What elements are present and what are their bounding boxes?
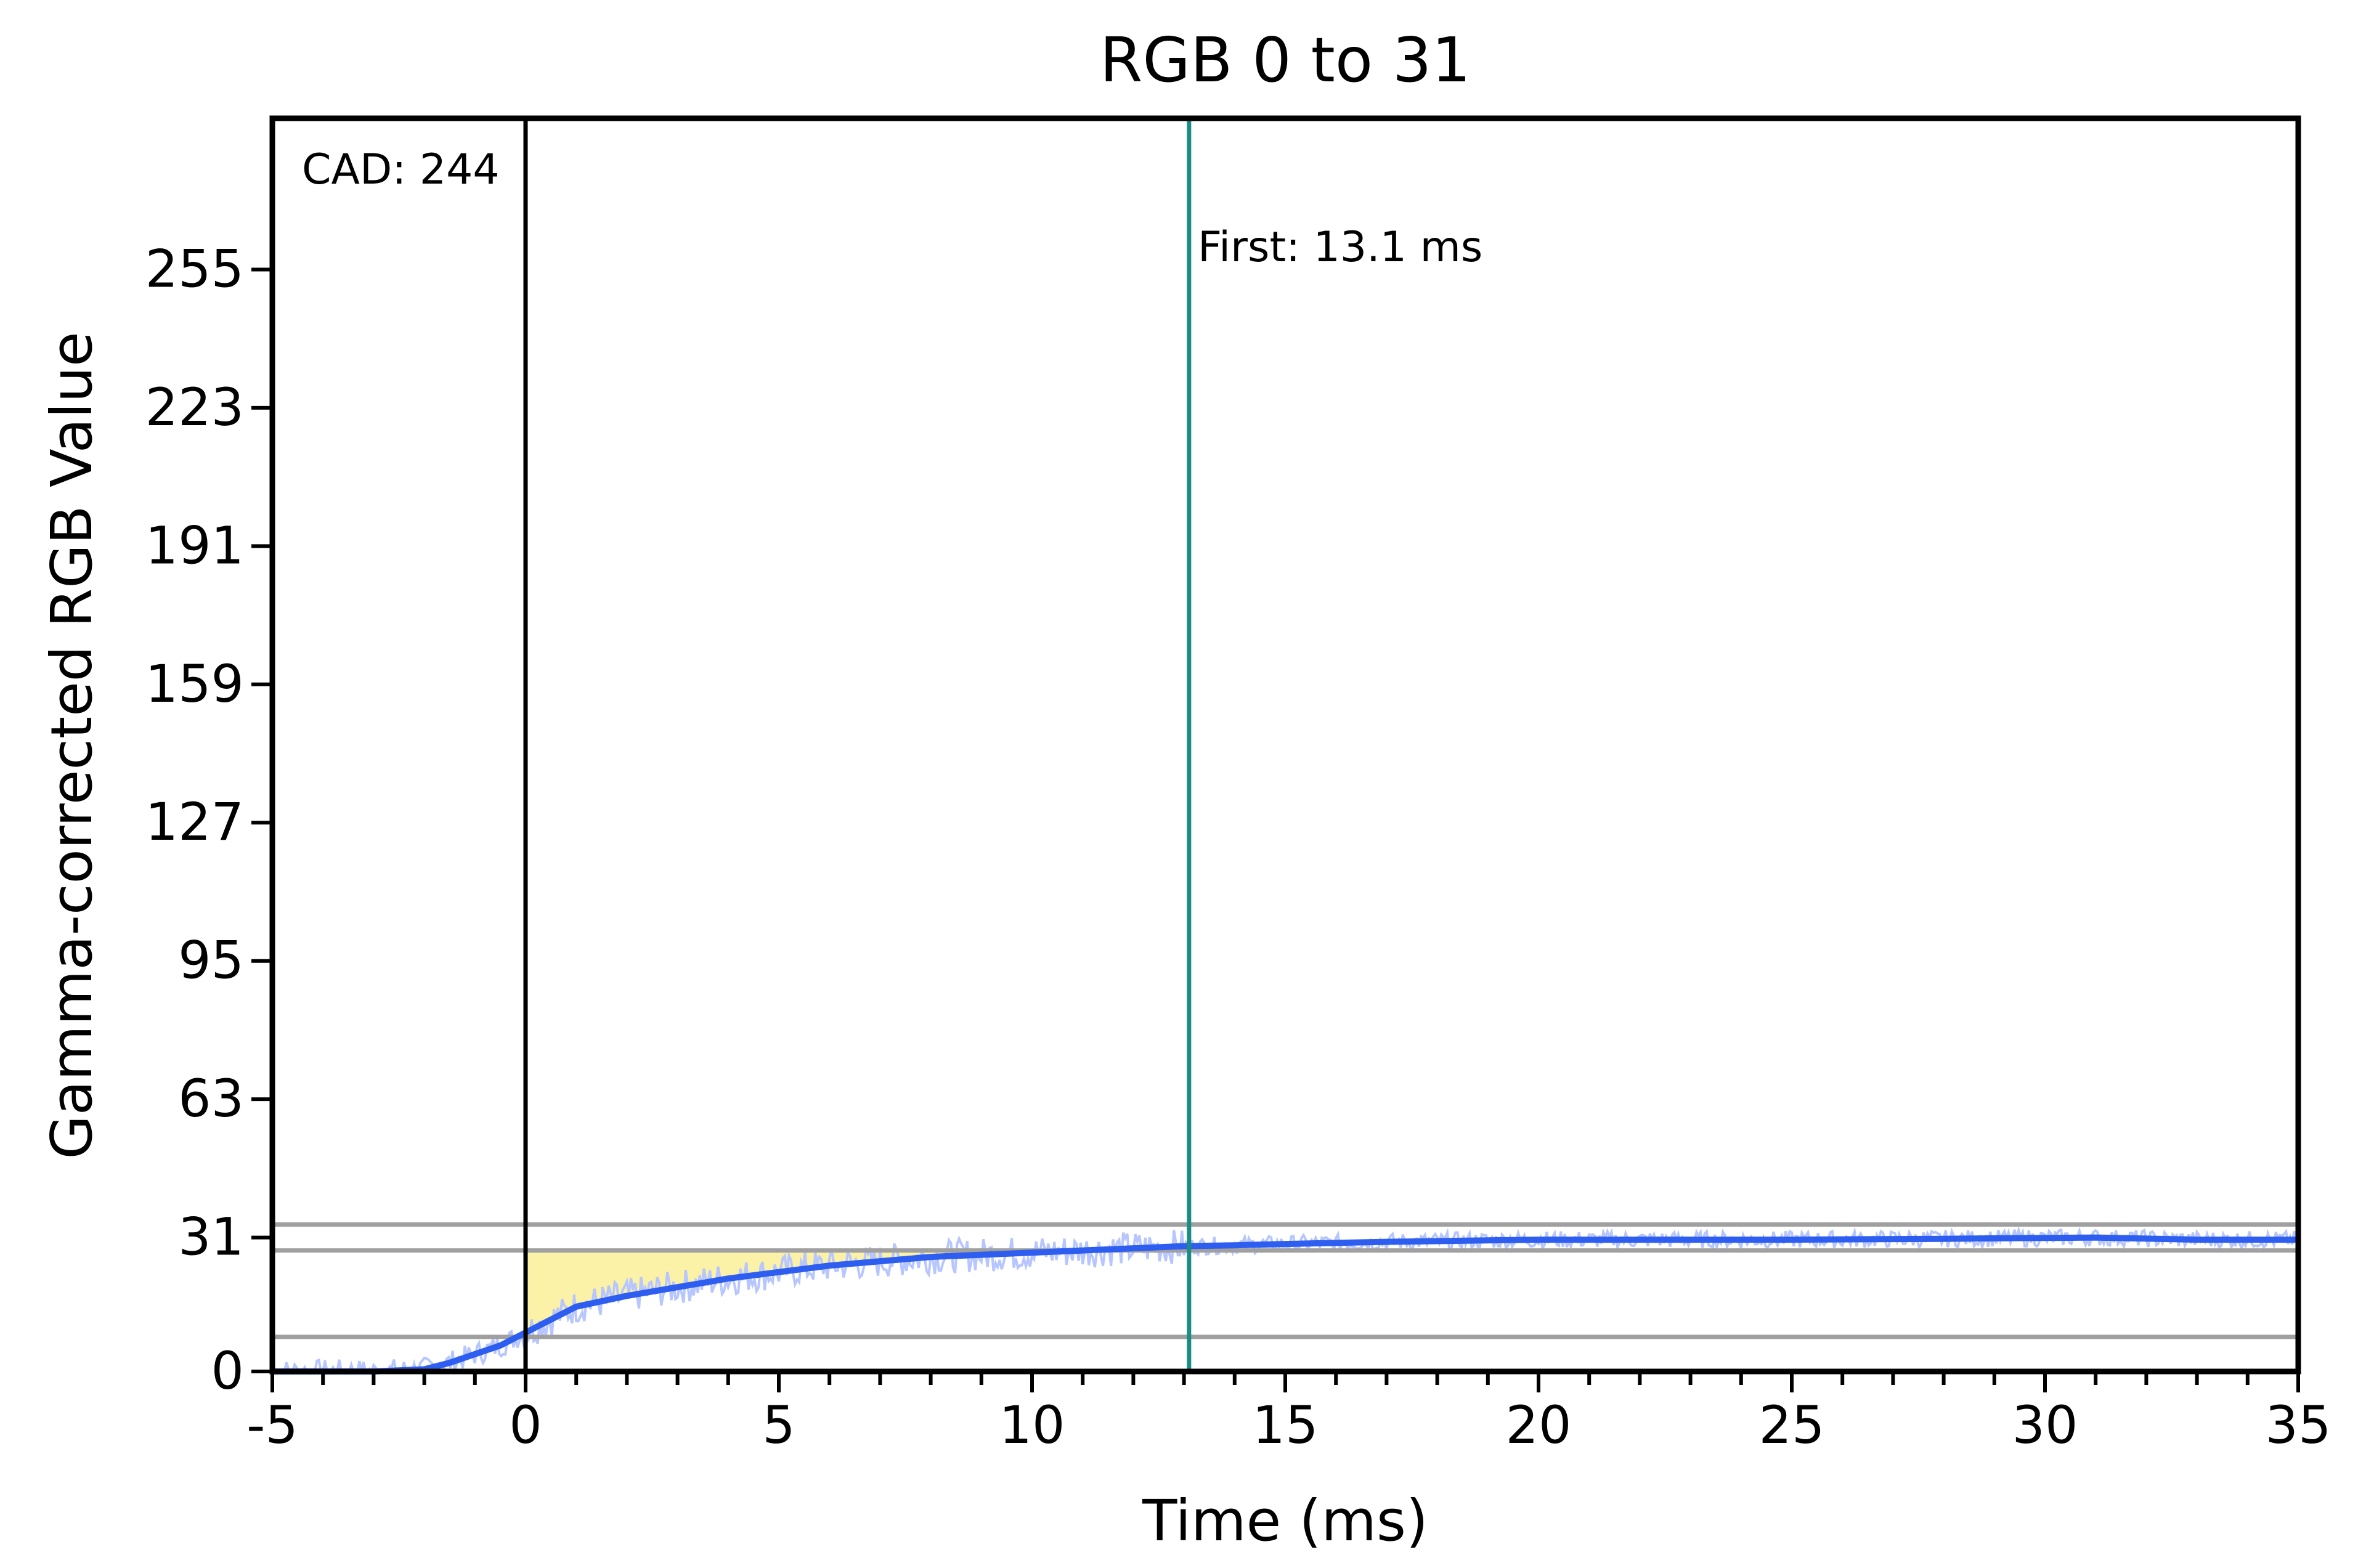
x-tick-label: 20 bbox=[1506, 1395, 1572, 1455]
plot-frame bbox=[269, 115, 2301, 1375]
y-tick-label: 159 bbox=[145, 654, 244, 714]
response-fill bbox=[526, 1250, 1189, 1333]
y-tick-label: 191 bbox=[145, 515, 244, 575]
x-tick-label: 5 bbox=[762, 1395, 795, 1455]
y-tick-label: 31 bbox=[178, 1207, 244, 1267]
y-tick-label: 223 bbox=[145, 377, 244, 437]
y-tick-label: 127 bbox=[145, 792, 244, 852]
x-tick-label: 10 bbox=[999, 1395, 1065, 1455]
x-tick-label: -5 bbox=[246, 1395, 298, 1455]
chart-title: RGB 0 to 31 bbox=[1100, 24, 1471, 96]
x-tick-label: 30 bbox=[2012, 1395, 2078, 1455]
cad-annotation: CAD: 244 bbox=[302, 145, 500, 194]
y-tick-label: 63 bbox=[178, 1068, 244, 1129]
smoothed-series-line bbox=[272, 1234, 2298, 1375]
x-tick-label: 0 bbox=[509, 1395, 542, 1455]
x-axis-label: Time (ms) bbox=[1142, 1488, 1428, 1554]
y-tick-label: 255 bbox=[145, 238, 244, 299]
x-tick-label: 25 bbox=[1759, 1395, 1825, 1455]
y-axis-label: Gamma-corrected RGB Value bbox=[39, 331, 105, 1159]
first-annotation: First: 13.1 ms bbox=[1198, 223, 1482, 272]
y-tick-label: 0 bbox=[211, 1341, 244, 1401]
x-tick-label: 15 bbox=[1253, 1395, 1319, 1455]
y-tick-label: 95 bbox=[178, 930, 244, 991]
x-tick-label: 35 bbox=[2266, 1395, 2331, 1455]
